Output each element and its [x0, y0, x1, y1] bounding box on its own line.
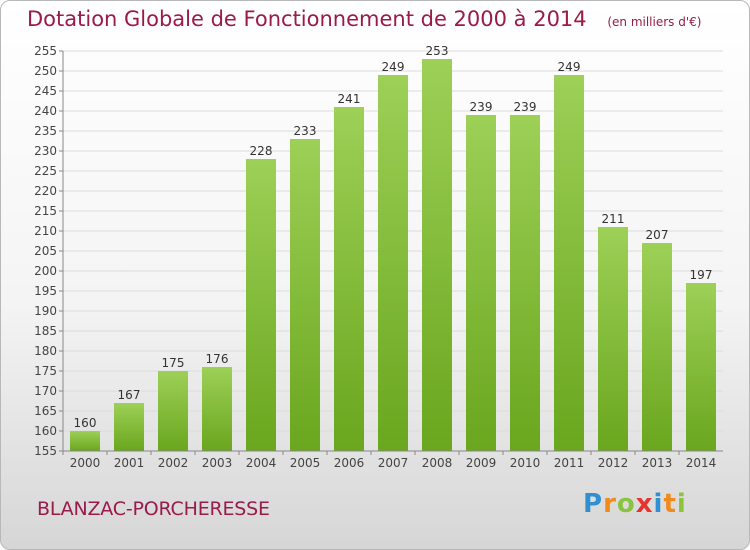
bar-value-label: 228	[250, 144, 273, 158]
y-tick-label: 180	[34, 344, 57, 358]
y-tick-label: 195	[34, 284, 57, 298]
x-tick-label: 2007	[378, 456, 409, 470]
bar-value-label: 175	[162, 356, 185, 370]
bar-value-label: 211	[602, 212, 625, 226]
logo-letter: r	[603, 489, 617, 519]
bar	[466, 115, 496, 451]
y-tick-label: 205	[34, 244, 57, 258]
bar	[642, 243, 672, 451]
x-tick-label: 2008	[422, 456, 453, 470]
x-tick-label: 2000	[70, 456, 101, 470]
x-tick-label: 2010	[510, 456, 541, 470]
logo-letter: i	[676, 489, 687, 519]
proxiti-logo: Proxiti	[583, 489, 687, 519]
bar	[70, 431, 100, 451]
bar-value-label: 176	[206, 352, 229, 366]
x-tick-label: 2006	[334, 456, 365, 470]
bar-value-label: 249	[558, 60, 581, 74]
logo-letter: t	[663, 489, 677, 519]
bar	[378, 75, 408, 451]
y-tick-label: 245	[34, 84, 57, 98]
y-tick-label: 175	[34, 364, 57, 378]
x-tick-label: 2011	[554, 456, 585, 470]
bar	[334, 107, 364, 451]
y-tick-label: 200	[34, 264, 57, 278]
bar-value-label: 239	[514, 100, 537, 114]
bar-value-label: 241	[338, 92, 361, 106]
bar	[202, 367, 232, 451]
bar-value-label: 233	[294, 124, 317, 138]
place-name: BLANZAC-PORCHERESSE	[37, 498, 270, 520]
x-tick-label: 2003	[202, 456, 233, 470]
bar	[510, 115, 540, 451]
y-tick-label: 185	[34, 324, 57, 338]
y-tick-label: 235	[34, 124, 57, 138]
y-tick-label: 250	[34, 64, 57, 78]
bar	[422, 59, 452, 451]
x-tick-label: 2004	[246, 456, 277, 470]
bar-value-label: 167	[118, 388, 141, 402]
chart-title-text: Dotation Globale de Fonctionnement de 20…	[27, 7, 587, 31]
y-tick-label: 190	[34, 304, 57, 318]
bars: 160 167 175 176 228 233 241 249 253 239 239 249 211 2…	[70, 44, 716, 451]
bar	[158, 371, 188, 451]
chart-title: Dotation Globale de Fonctionnement de 20…	[27, 7, 701, 31]
y-tick-label: 255	[34, 44, 57, 58]
bar-value-label: 239	[470, 100, 493, 114]
y-tick-label: 170	[34, 384, 57, 398]
y-tick-label: 155	[34, 444, 57, 458]
bar-value-label: 160	[74, 416, 97, 430]
y-tick-label: 165	[34, 404, 57, 418]
x-tick-label: 2013	[642, 456, 673, 470]
x-tick-label: 2001	[114, 456, 145, 470]
x-tick-label: 2002	[158, 456, 189, 470]
y-tick-label: 240	[34, 104, 57, 118]
unit-note: (en milliers d'€)	[607, 15, 702, 29]
y-tick-label: 210	[34, 224, 57, 238]
x-tick-label: 2009	[466, 456, 497, 470]
bar-value-label: 249	[382, 60, 405, 74]
bar	[114, 403, 144, 451]
bar	[246, 159, 276, 451]
x-tick-label: 2012	[598, 456, 629, 470]
logo-letter: x	[635, 489, 654, 519]
y-tick-label: 220	[34, 184, 57, 198]
logo-letter: i	[653, 489, 664, 519]
x-tick-label: 2005	[290, 456, 321, 470]
x-tick-label: 2014	[686, 456, 717, 470]
bar-value-label: 197	[690, 268, 713, 282]
x-axis: 2000 2001 2002 2003 2004 2005 2006 2007 2008 2009…	[62, 450, 723, 470]
y-tick-label: 230	[34, 144, 57, 158]
logo-letter: P	[583, 489, 604, 519]
bar	[290, 139, 320, 451]
bar	[554, 75, 584, 451]
y-tick-label: 225	[34, 164, 57, 178]
bar-value-label: 207	[646, 228, 669, 242]
bar	[598, 227, 628, 451]
y-tick-label: 215	[34, 204, 57, 218]
y-tick-label: 160	[34, 424, 57, 438]
y-axis: 155 160 165 170 175 180 185 190 195 200 205 210 215 2…	[34, 44, 64, 458]
bar	[686, 283, 716, 451]
bar-value-label: 253	[426, 44, 449, 58]
logo-letter: o	[616, 489, 636, 519]
